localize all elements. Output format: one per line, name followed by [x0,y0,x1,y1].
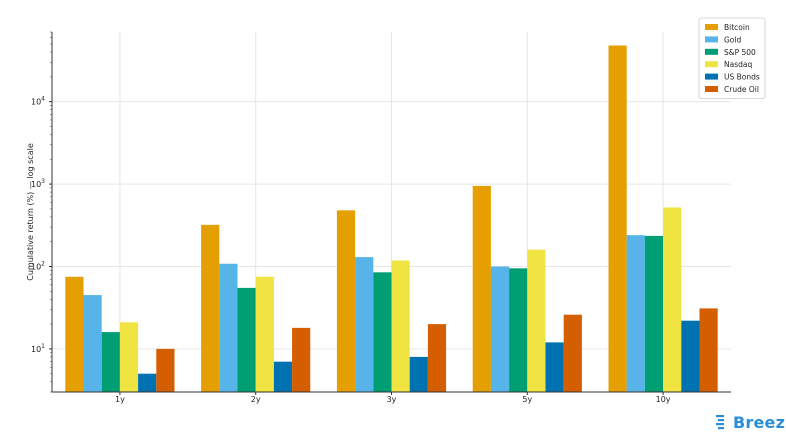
bar-bitcoin-5y [472,185,491,392]
y-tick-label: 103 [31,178,45,189]
y-tick-label: 102 [31,260,45,271]
bar-nasdaq-1y [119,322,139,392]
bar-crude-oil-3y [427,324,447,392]
bar-bitcoin-2y [201,224,220,392]
legend-swatch [705,36,718,43]
brand-logo: Breez [716,410,785,434]
bar-gold-1y [83,295,102,392]
bar-us-bonds-1y [138,373,157,392]
bars [65,45,718,392]
x-tick-label: 10y [656,395,671,404]
bar-nasdaq-5y [527,249,546,392]
legend-label: Bitcoin [724,23,750,32]
legend-label: S&P 500 [724,48,756,57]
bar-crude-oil-5y [563,314,582,392]
x-tick-label: 3y [387,395,397,404]
x-tick-label: 5y [522,395,532,404]
legend-swatch [705,86,718,92]
bar-gold-5y [490,266,510,392]
bar-crude-oil-1y [156,348,175,392]
bar-gold-3y [355,257,374,392]
legend: Bitcoin Gold S&P 500 Nasdaq US Bonds Crude Oi… [698,17,766,99]
bar-s-p-500-2y [237,287,256,392]
legend-swatch [705,24,718,30]
bar-bitcoin-1y [65,276,84,392]
bar-gold-2y [219,263,238,392]
legend-label: Nasdaq [724,60,752,69]
legend-label: US Bonds [724,73,760,82]
bar-s-p-500-1y [101,332,120,392]
brand-name: Breez [733,412,786,432]
bar-crude-oil-10y [699,308,718,392]
y-tick-label: 101 [31,343,45,354]
bar-s-p-500-3y [373,272,392,392]
bar-nasdaq-3y [391,260,410,392]
bar-nasdaq-2y [255,276,274,392]
bar-us-bonds-3y [409,356,428,392]
legend-label: Crude Oil [724,85,759,94]
bar-s-p-500-10y [644,235,664,392]
legend-swatch [705,61,718,68]
legend-swatch [705,48,718,55]
y-ticks: 101 102 103 104 [31,31,52,393]
x-ticks: 1y 2y 3y 5y 10y [115,392,671,404]
x-tick-label: 2y [251,395,261,404]
bar-nasdaq-10y [663,207,682,392]
bar-crude-oil-2y [292,327,311,392]
x-tick-label: 1y [115,395,125,404]
breez-logo-icon [716,415,724,430]
legend-swatch [705,73,718,80]
legend-label: Gold [724,35,741,44]
bar-bitcoin-3y [336,210,356,392]
bar-us-bonds-2y [273,361,293,392]
bar-us-bonds-10y [681,320,700,392]
bar-s-p-500-5y [509,268,528,392]
bar-gold-10y [626,235,645,392]
bar-bitcoin-10y [608,45,627,392]
bar-us-bonds-5y [545,342,564,392]
y-axis-label: Cumulative return (%) — log scale [26,143,35,281]
y-tick-label: 104 [31,96,45,107]
